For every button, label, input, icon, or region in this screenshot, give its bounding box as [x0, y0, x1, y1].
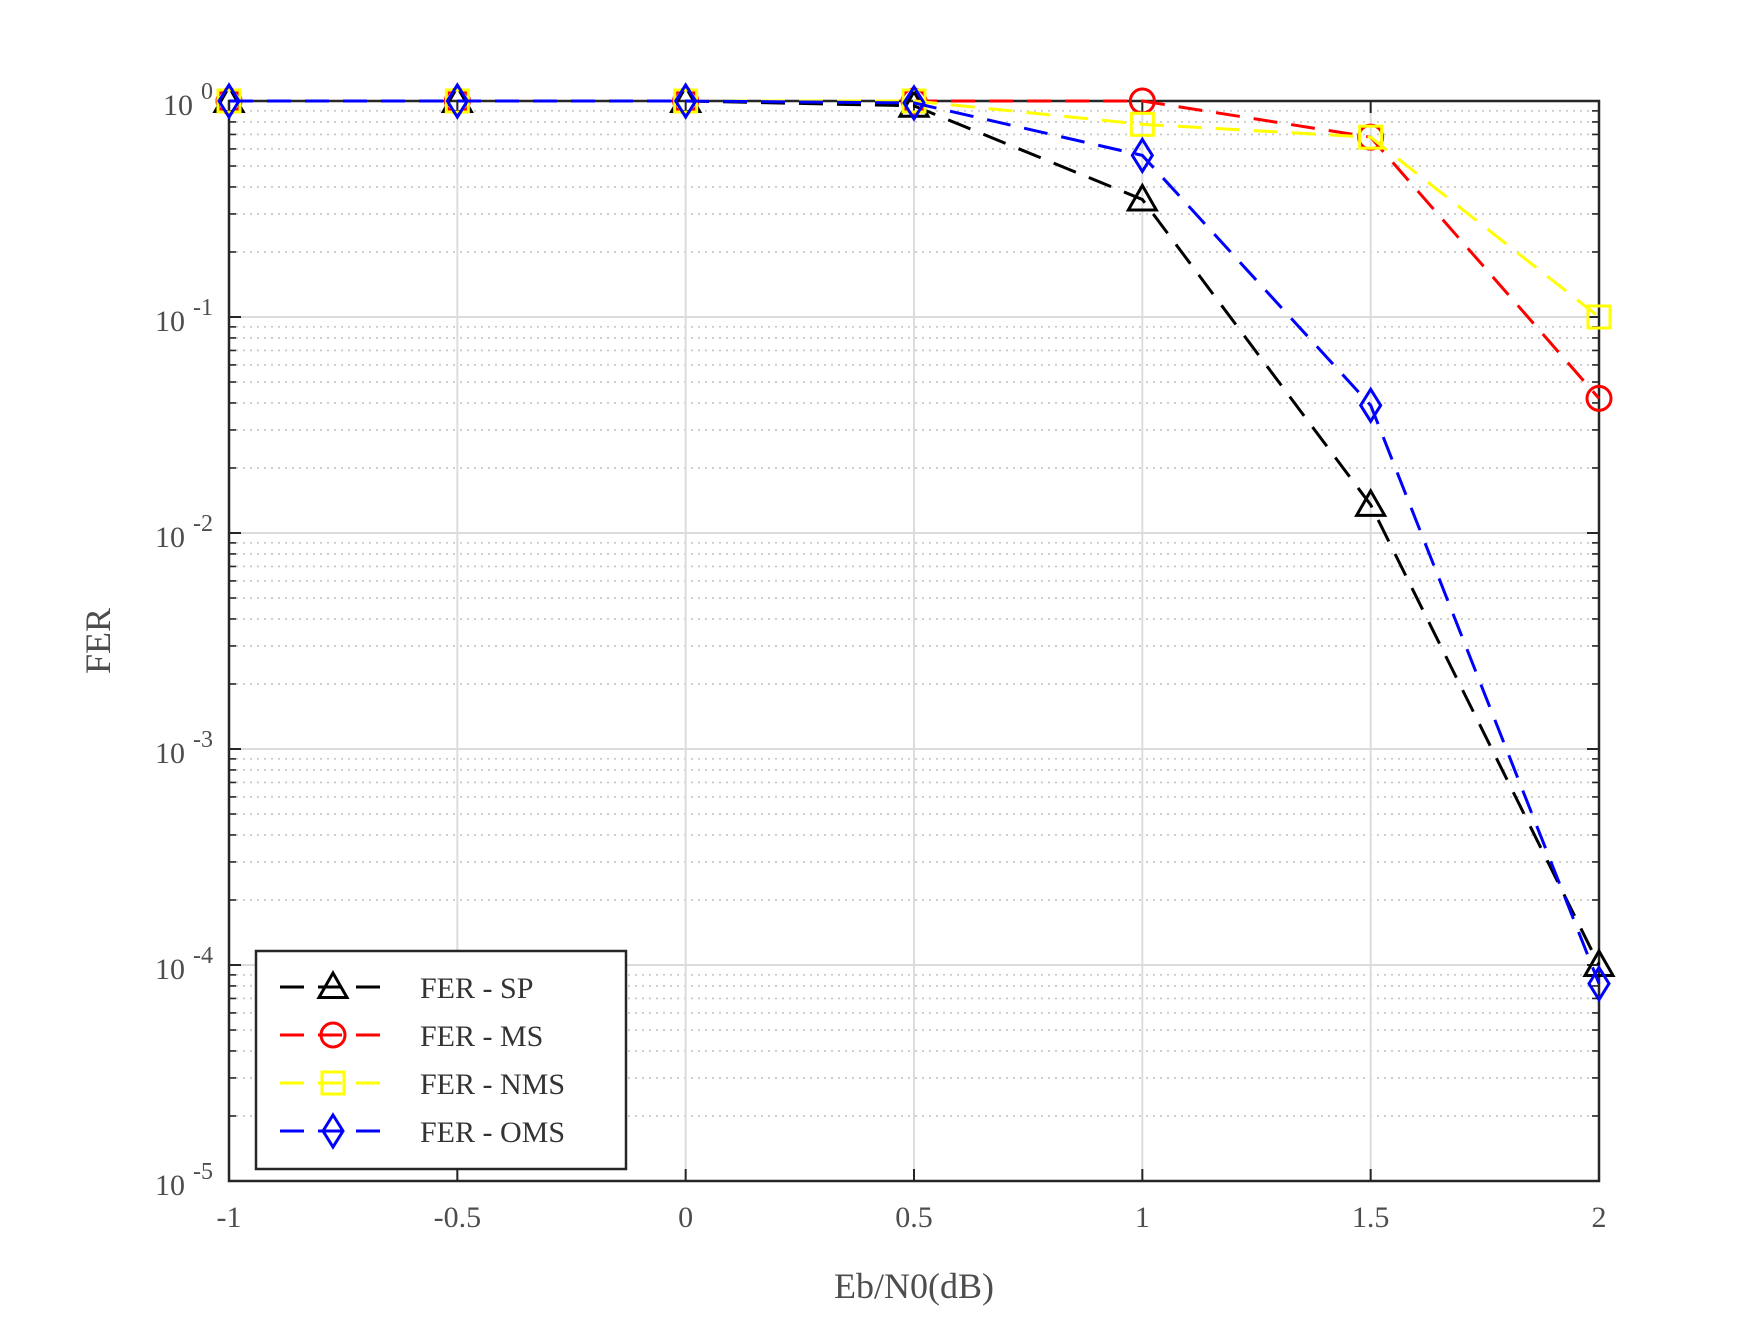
data-point-diamond [217, 82, 241, 120]
y-tick-label: 10 -3 [155, 727, 213, 770]
x-tick-label: 1.5 [1352, 1201, 1390, 1234]
data-point-square [1586, 304, 1612, 330]
data-point-circle [1585, 384, 1613, 412]
data-point-triangle [1354, 487, 1388, 517]
x-tick-label: 2 [1592, 1201, 1607, 1234]
data-point-diamond [673, 82, 698, 120]
legend-box [254, 949, 628, 1171]
data-point-diamond [445, 82, 470, 120]
data-point-diamond [1358, 386, 1383, 425]
y-tick-exponent: -1 [193, 295, 213, 321]
data-point-diamond [902, 84, 926, 122]
axis-ticks: -1 -0.5 0 0.5 1 1.5 2 10 0 10 -1 10 -2 10 -3 10 -4 10 -5 [155, 79, 1607, 1234]
x-tick-label: -0.5 [434, 1201, 482, 1234]
y-tick-exponent: 0 [201, 79, 213, 105]
x-tick-label: 0 [678, 1201, 693, 1234]
x-tick-label: 1 [1135, 1201, 1150, 1234]
data-point-square [1129, 111, 1155, 137]
legend-marker-diamond [321, 1112, 345, 1150]
y-tick-label: 10 -1 [155, 295, 213, 338]
legend-label: FER - OMS [420, 1116, 565, 1149]
data-point-square [1358, 124, 1384, 150]
y-tick-base: 10 [155, 305, 185, 338]
y-tick-exponent: -4 [193, 943, 213, 969]
y-axis-label: FER [78, 608, 118, 674]
y-tick-base: 10 [155, 737, 185, 770]
y-tick-label: 10 -4 [155, 943, 213, 986]
legend-entry: FER - OMS [280, 1112, 565, 1150]
legend-marker-circle [319, 1021, 347, 1049]
legend-entry: FER - SP [280, 969, 533, 1005]
data-point-diamond [1587, 964, 1611, 1003]
series-line [229, 99, 1601, 985]
x-axis-label: Eb/N0(dB) [834, 1266, 994, 1306]
legend-marker-triangle [316, 969, 350, 999]
y-tick-exponent: -5 [193, 1159, 213, 1185]
series [212, 82, 1616, 1003]
y-tick-base: 10 [155, 521, 185, 554]
y-tick-base: 10 [155, 1169, 185, 1202]
legend-label: FER - NMS [420, 1068, 565, 1101]
data-point-triangle [1582, 947, 1616, 977]
grid [228, 100, 1600, 1182]
legend-label: FER - MS [420, 1020, 543, 1053]
y-tick-label: 10 -2 [155, 511, 213, 554]
y-tick-base: 10 [155, 953, 185, 986]
data-point-square [901, 88, 927, 114]
y-tick-base: 10 [163, 89, 193, 122]
y-tick-exponent: -2 [193, 511, 213, 537]
data-point-diamond [1130, 136, 1155, 175]
data-point-triangle [1125, 182, 1159, 212]
legend-marker-square [320, 1070, 346, 1096]
x-tick-label: -1 [217, 1201, 242, 1234]
legend-entry: FER - MS [280, 1020, 543, 1053]
series-diamond [217, 82, 1611, 1003]
y-tick-label: 10 -5 [155, 1159, 213, 1202]
legend-entry: FER - NMS [280, 1068, 565, 1101]
legend-label: FER - SP [420, 972, 533, 1005]
x-tick-label: 0.5 [895, 1201, 933, 1234]
y-tick-exponent: -3 [193, 727, 213, 753]
legend: FER - SP FER - MS FER - NMS FER - OMS [254, 949, 628, 1171]
y-tick-label: 10 0 [163, 79, 213, 122]
